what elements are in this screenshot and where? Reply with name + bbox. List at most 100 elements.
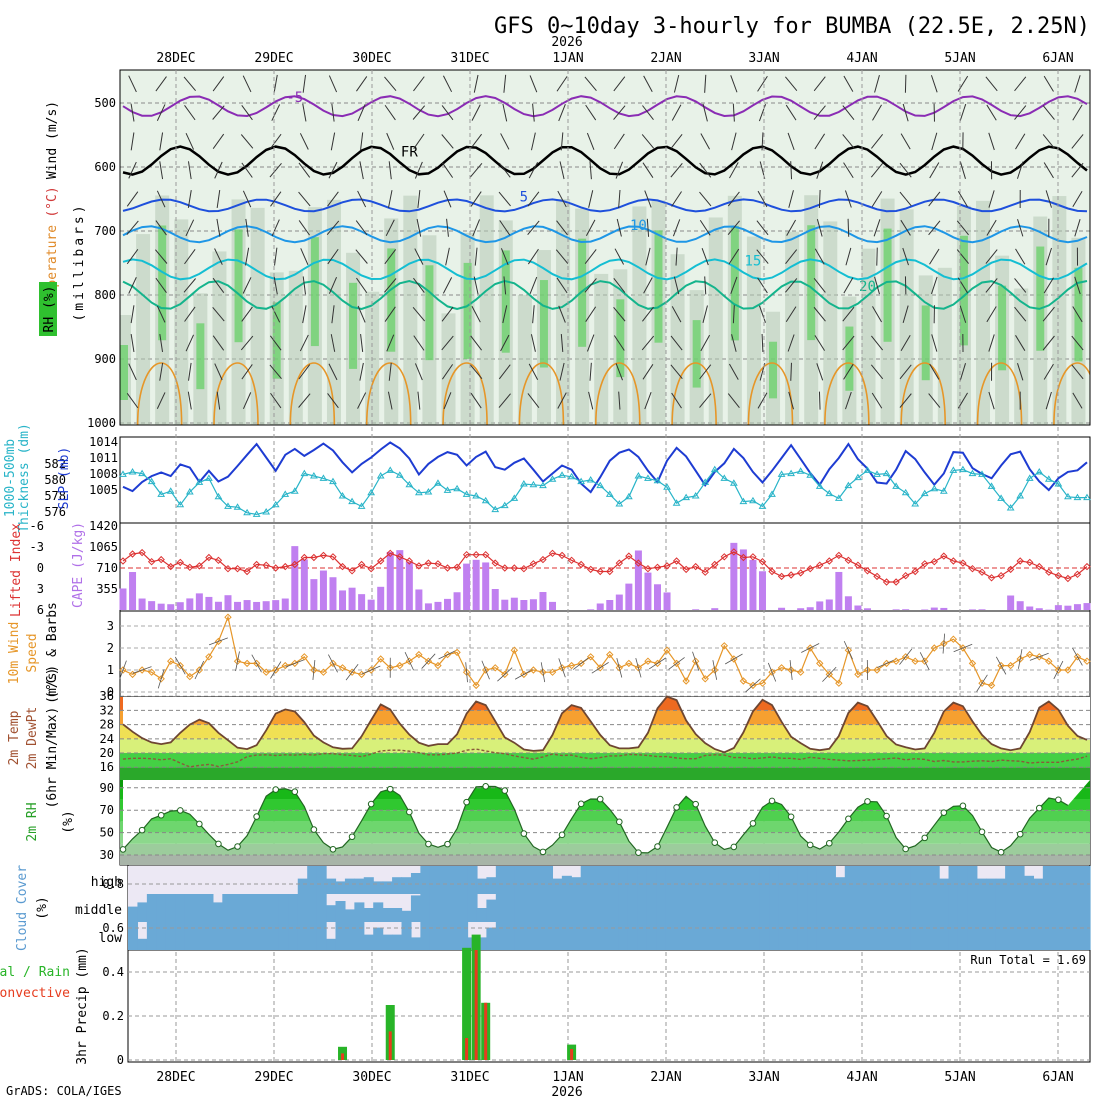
wind10-point — [968, 659, 977, 668]
rh-contour-band — [212, 251, 227, 425]
wind-barb — [556, 76, 568, 92]
warm-contour — [365, 362, 412, 425]
wind10-barb — [174, 656, 186, 675]
wind-barb — [412, 105, 426, 120]
wind-barb — [445, 247, 450, 266]
lifted-index-point — [1006, 565, 1015, 574]
wind-barb — [559, 161, 565, 180]
temp2m-unit-label: (6hr Min/Max) (°C) — [45, 668, 60, 809]
wind-barb — [270, 191, 282, 207]
wind10-point — [777, 664, 786, 672]
wind10-point — [749, 681, 757, 690]
cloud-cell-high — [326, 878, 337, 894]
wind-barb — [814, 248, 825, 265]
cape-bar — [549, 601, 557, 610]
cape-bar — [1016, 601, 1024, 610]
lifted-index-point — [768, 567, 776, 576]
wind10-point — [739, 677, 748, 685]
wind-barb — [986, 219, 997, 236]
wind-barb — [813, 278, 826, 293]
cloud-cell-middle — [231, 894, 242, 922]
rh-contour-band — [196, 323, 205, 390]
thickness-point — [300, 469, 309, 477]
wind-barb — [613, 306, 626, 322]
cloud-cell-low — [250, 922, 261, 950]
cape-bar — [119, 588, 127, 610]
thickness-point — [663, 483, 671, 490]
precip-convective-bar — [570, 1049, 574, 1060]
wind10-barb — [877, 658, 896, 668]
dewpt2m-line — [122, 748, 1088, 768]
cloud-cell-high — [335, 881, 346, 894]
lifted-index-point — [157, 555, 165, 564]
rh-contour-band — [578, 238, 587, 347]
cloud-cell-middle — [1071, 894, 1082, 922]
rh-contour-band — [670, 254, 685, 425]
wind-barb — [187, 190, 192, 208]
cloud-cell-high — [675, 866, 686, 894]
wind-barb — [128, 75, 137, 93]
rh2m-point — [730, 843, 738, 851]
cloud-cell-low — [429, 922, 440, 950]
wind10-barb — [692, 651, 700, 671]
wind10-point — [921, 657, 929, 665]
cloud-cell-low — [288, 922, 299, 950]
wind10-barb — [540, 662, 546, 683]
wind10-point — [491, 664, 499, 672]
wind10-barb — [616, 658, 623, 678]
cloud-cell-high — [392, 877, 403, 894]
rh-contour-band — [234, 229, 243, 343]
cloud-cell-high — [854, 866, 865, 894]
temp2m-color-band — [120, 738, 1090, 754]
thickness-point — [882, 469, 891, 477]
lifted-index-point — [1045, 568, 1053, 576]
lifted-index-point — [577, 560, 585, 569]
wind-barb — [985, 278, 998, 293]
wind-barb — [613, 133, 625, 150]
rh2m-point — [176, 807, 184, 814]
cloud-cell-low — [486, 927, 497, 950]
cloud-cell-low — [957, 922, 968, 950]
cloud-cell-middle — [194, 894, 205, 922]
cloud-cell-middle — [401, 910, 412, 922]
rh2m-point — [825, 839, 833, 847]
cape-bar — [1026, 606, 1034, 610]
wind-barb — [585, 306, 597, 322]
thickness-point — [491, 505, 500, 513]
cape-bar — [186, 598, 194, 610]
wind-barb — [441, 335, 454, 351]
cape-bar — [968, 609, 976, 610]
wind-barb — [986, 306, 997, 323]
cloud-cell-high — [712, 866, 723, 894]
wind-barb — [785, 76, 798, 92]
thickness-point — [959, 465, 967, 473]
thickness-point — [310, 472, 318, 479]
wind-barb — [156, 305, 166, 323]
lifted-index-point — [835, 551, 843, 560]
rh2m-point — [406, 808, 413, 816]
wind10-barb — [976, 674, 988, 692]
rh2m-point — [444, 840, 451, 848]
cloud-cell-high — [910, 866, 921, 894]
cape-bar — [167, 604, 175, 610]
date-label-bottom: 1JAN — [552, 1070, 583, 1085]
wind10-point — [195, 666, 204, 674]
wind-barb — [417, 391, 421, 410]
cape-bar — [510, 597, 518, 610]
lifted-index-point — [176, 558, 184, 567]
cloud-cell-low — [1005, 922, 1016, 950]
wind-barb — [702, 103, 708, 122]
wind-barb — [126, 191, 139, 207]
wind-barb — [441, 306, 454, 322]
cloud-cell-middle — [439, 894, 450, 922]
lifted-index-point — [825, 557, 834, 565]
lifted-index-point — [558, 551, 566, 560]
cloud-cell-high — [844, 866, 855, 894]
warm-contour — [594, 362, 641, 425]
lifted-index-point — [691, 562, 700, 571]
cloud-cell-middle — [788, 894, 799, 922]
precip-convective-bar — [341, 1053, 345, 1060]
wind-barb — [331, 103, 335, 122]
thickness-point — [615, 500, 624, 507]
date-label-bottom: 3JAN — [748, 1070, 779, 1085]
